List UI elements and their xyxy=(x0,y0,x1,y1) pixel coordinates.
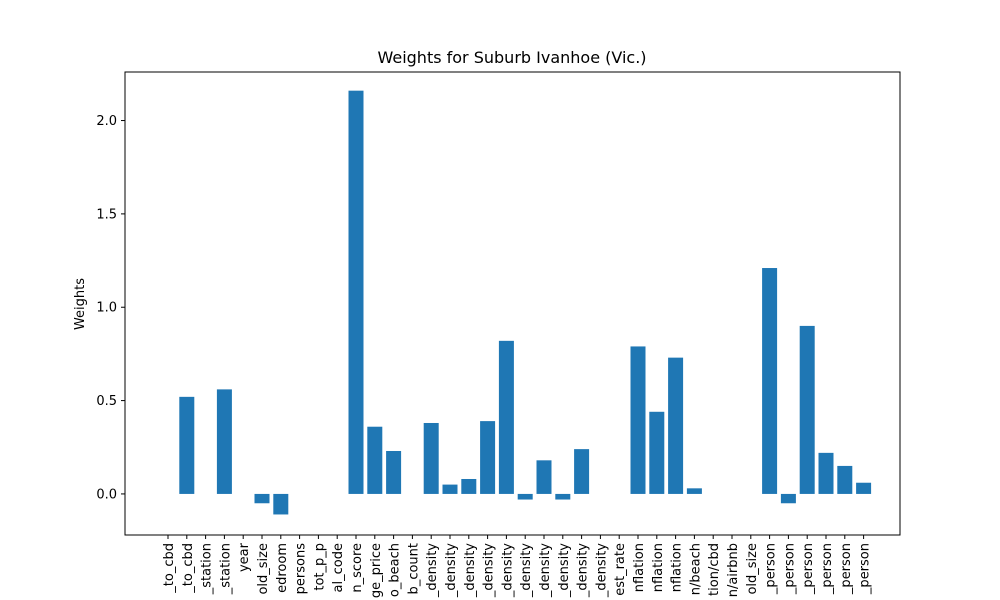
bar xyxy=(179,396,195,494)
bar xyxy=(480,421,496,494)
bar xyxy=(668,357,684,494)
x-tick-label: _density xyxy=(463,543,478,598)
bar xyxy=(780,493,796,504)
x-tick-label: o_beach xyxy=(388,543,403,597)
x-tick-label: n_score xyxy=(350,543,365,593)
bar xyxy=(517,493,533,500)
bar xyxy=(630,346,646,494)
x-tick-label: _density xyxy=(425,543,440,598)
x-tick-label: _to_cbd xyxy=(162,543,177,594)
y-axis: 0.0 0.5 1.0 1.5 2.0 xyxy=(96,114,125,502)
x-tick-label: _person xyxy=(820,543,835,595)
bar xyxy=(461,478,477,494)
x-tick-label: old_size xyxy=(256,543,271,595)
x-tick-label: _person xyxy=(764,543,779,595)
bar xyxy=(649,411,665,494)
x-tick-label: _person xyxy=(858,543,873,595)
bar xyxy=(536,460,552,494)
x-tick-label: b_count xyxy=(406,543,421,594)
bar xyxy=(762,268,778,494)
bar xyxy=(818,452,834,494)
bar xyxy=(216,389,232,494)
x-tick-label: n/airbnb xyxy=(726,543,741,597)
x-tick-label: _density xyxy=(500,543,515,598)
x-tick-label: year xyxy=(237,542,252,572)
x-tick-label: _person xyxy=(782,543,797,595)
x-tick-label: _to_cbd xyxy=(181,543,196,594)
bar xyxy=(574,449,590,494)
x-tick-label: est_rate xyxy=(613,543,628,596)
x-tick-label: _density xyxy=(557,543,572,598)
x-tick-label: nflation xyxy=(632,543,647,592)
x-tick-label: edroom xyxy=(275,543,290,593)
y-axis-label: Weights xyxy=(73,278,88,330)
x-tick-label: persons xyxy=(294,543,309,595)
x-tick-label: _density xyxy=(519,543,534,598)
bar xyxy=(273,493,289,515)
plot-frame xyxy=(124,71,901,536)
x-tick-label: n/beach xyxy=(688,543,703,595)
bar xyxy=(799,325,815,494)
x-axis: _to_cbd _to_cbd _station _station year old_si… xyxy=(162,535,873,598)
x-tick-label: _station xyxy=(200,543,215,595)
bar xyxy=(367,426,383,494)
y-tick-label: 2.0 xyxy=(96,114,117,129)
x-tick-label: tot_p_p xyxy=(312,543,327,591)
x-tick-label: _person xyxy=(839,543,854,595)
x-tick-label: nflation xyxy=(670,543,685,592)
x-tick-label: _density xyxy=(594,543,609,598)
y-tick-label: 0.0 xyxy=(96,487,117,502)
bars-group xyxy=(179,90,872,515)
x-tick-label: tion/cbd xyxy=(707,543,722,596)
bar xyxy=(686,488,702,494)
y-tick-label: 1.5 xyxy=(96,207,117,222)
y-tick-label: 0.5 xyxy=(96,394,117,409)
chart-title: Weights for Suburb Ivanhoe (Vic.) xyxy=(377,48,646,67)
x-tick-label: _station xyxy=(218,543,233,595)
bar xyxy=(348,90,364,494)
x-tick-label: al_code xyxy=(331,543,346,592)
bar xyxy=(856,482,872,494)
x-tick-label: _density xyxy=(576,543,591,598)
x-tick-label: old_size xyxy=(745,543,760,595)
bar xyxy=(837,465,853,494)
bar xyxy=(442,484,458,494)
x-tick-label: _density xyxy=(538,543,553,598)
bar xyxy=(254,493,270,504)
bar xyxy=(423,422,439,494)
x-tick-label: _person xyxy=(801,543,816,595)
bar xyxy=(498,340,514,494)
y-tick-label: 1.0 xyxy=(96,301,117,316)
x-tick-label: _density xyxy=(482,543,497,598)
x-tick-label: ge_price xyxy=(369,543,384,598)
bar xyxy=(555,493,571,500)
x-tick-label: nflation xyxy=(651,543,666,592)
bar xyxy=(386,450,402,494)
x-tick-label: _density xyxy=(444,543,459,598)
